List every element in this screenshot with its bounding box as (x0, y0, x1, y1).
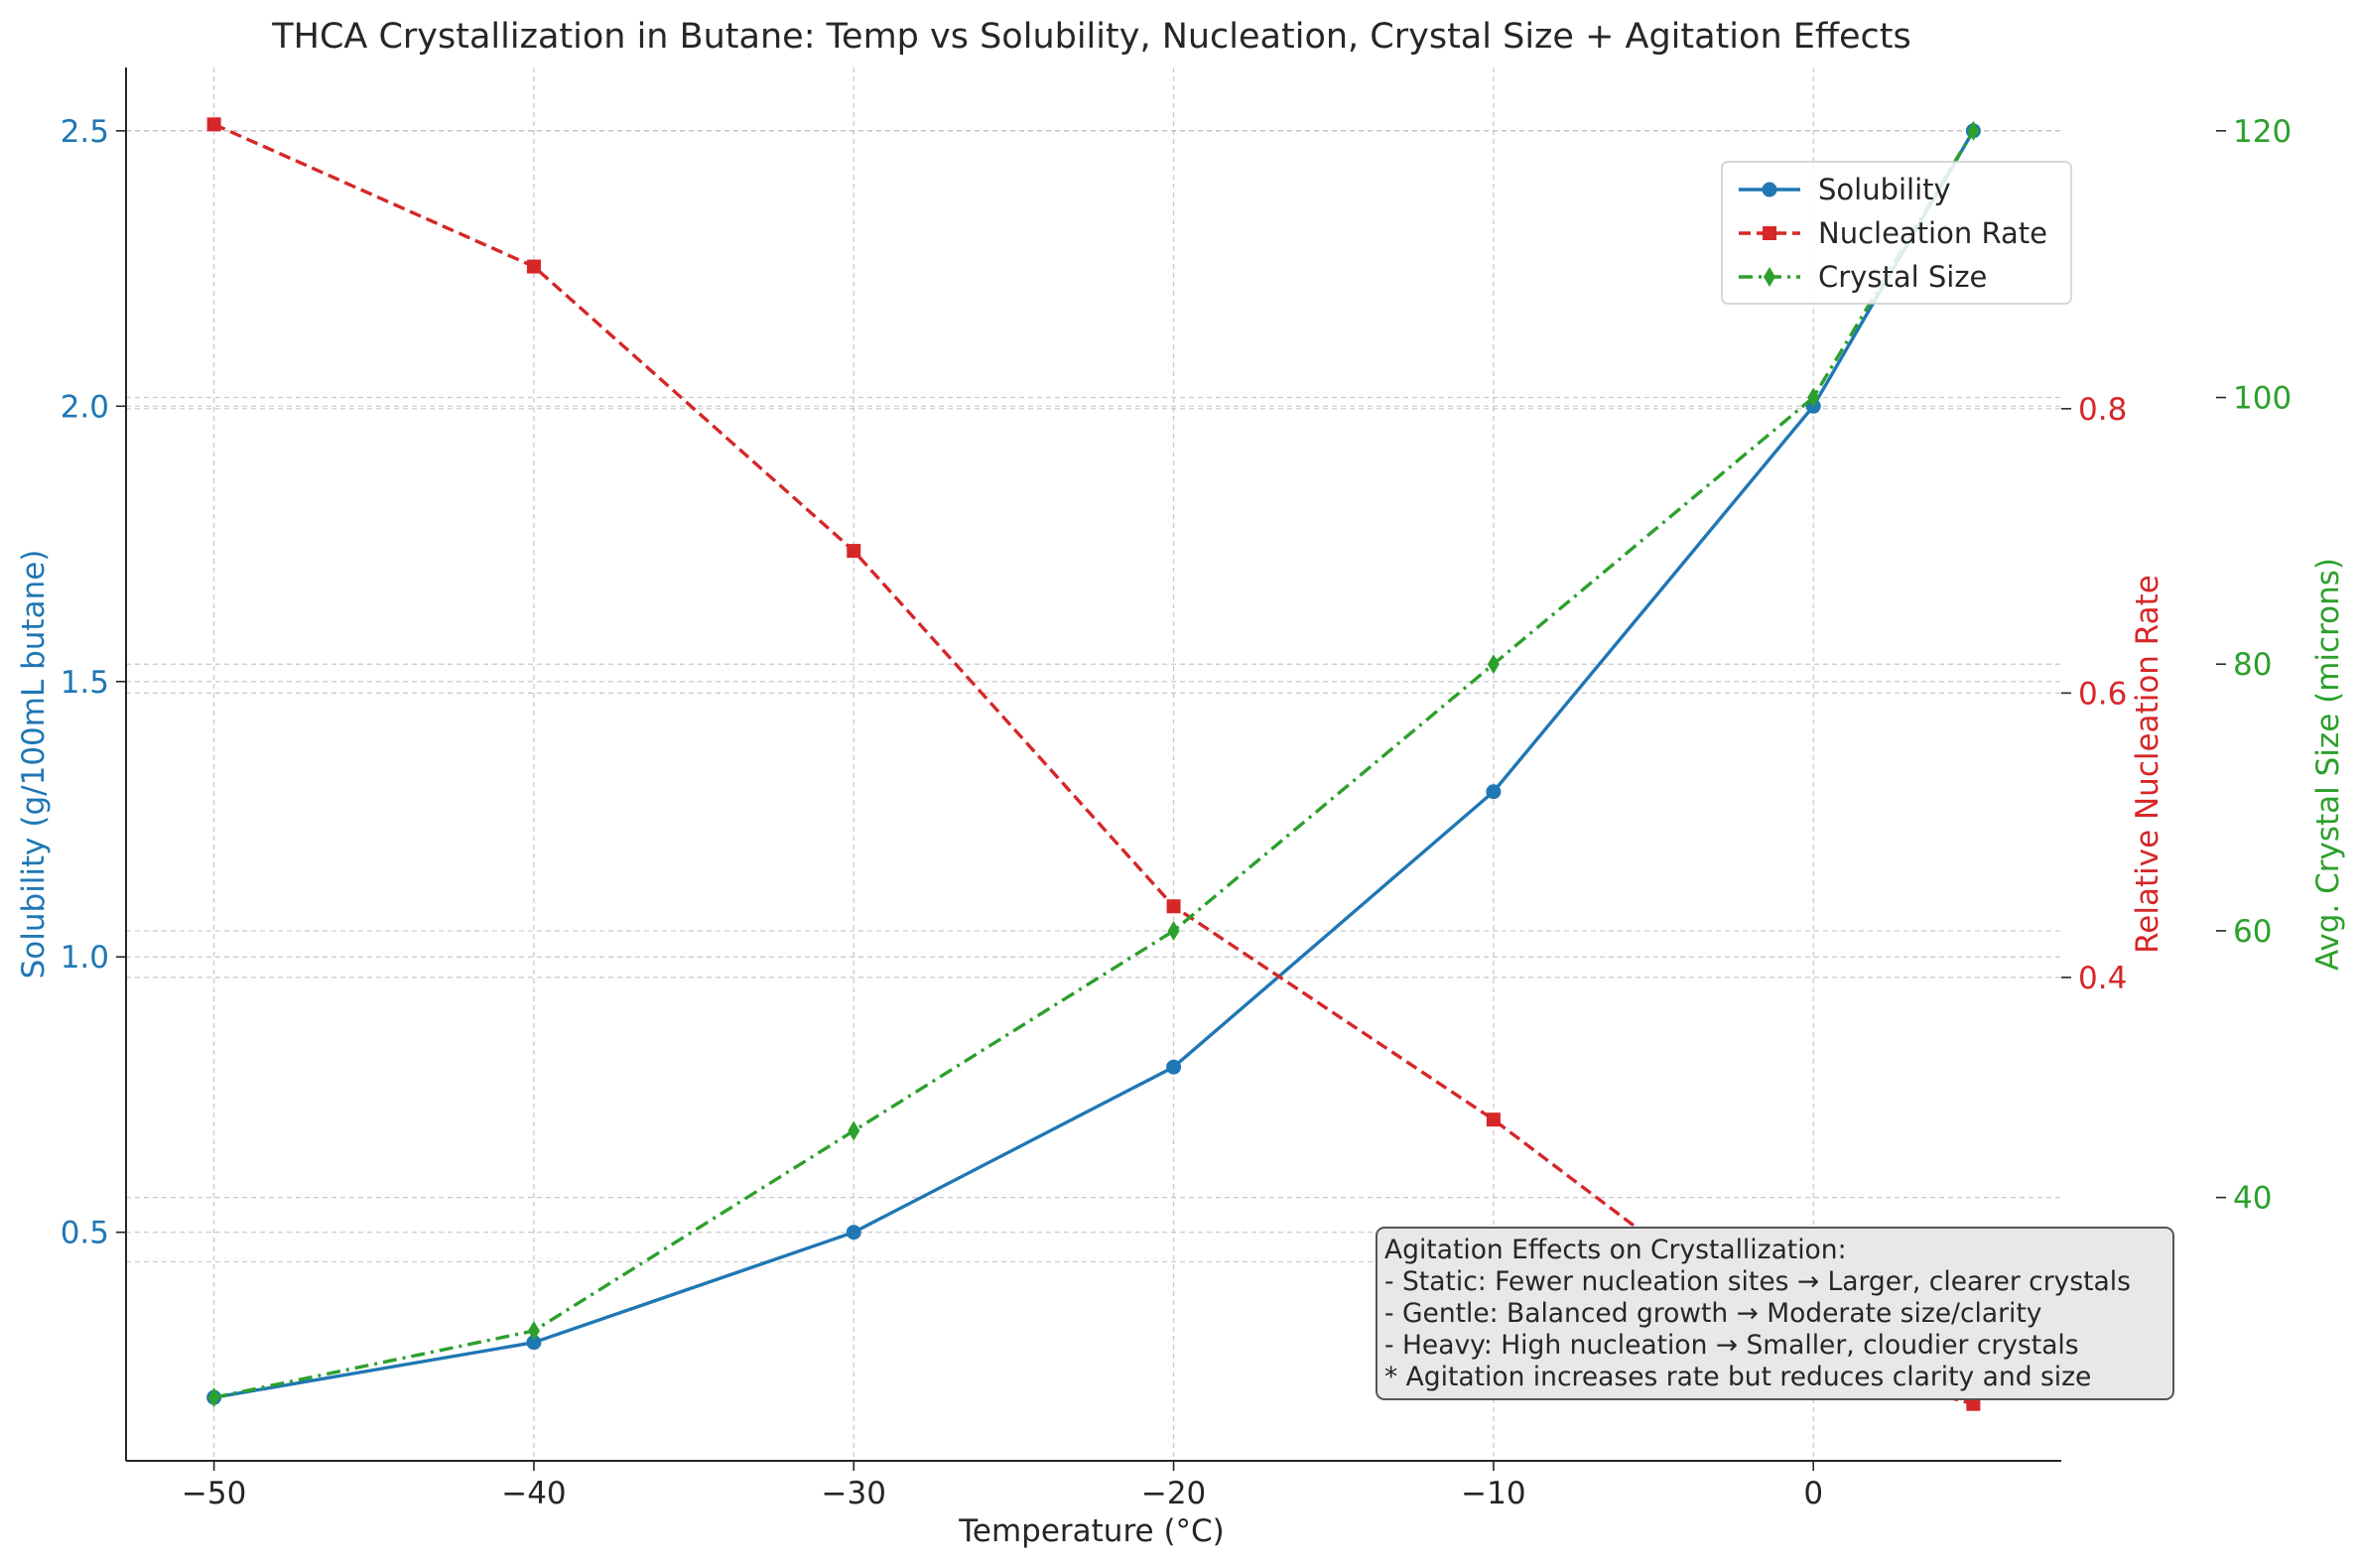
data-point-crystal-size (527, 1321, 540, 1342)
legend-entry-nucleation-rate: Nucleation Rate (1739, 216, 2047, 250)
grid (126, 67, 2061, 1461)
data-point-nucleation-rate (1166, 899, 1181, 914)
right-axis-label-nucleation: Relative Nucleation Rate (2130, 575, 2165, 954)
data-point-nucleation-rate (526, 259, 541, 274)
agitation-annotation: Agitation Effects on Crystallization: - … (1376, 1227, 2174, 1400)
annotation-line-1: Agitation Effects on Crystallization: (1384, 1235, 1847, 1265)
x-tick-label: −20 (1141, 1476, 1206, 1511)
data-point-crystal-size (207, 1387, 220, 1408)
annotation-line-4: - Heavy: High nucleation → Smaller, clou… (1384, 1330, 2079, 1361)
data-point-solubility (846, 1225, 861, 1241)
annotation-line-5: * Agitation increases rate but reduces c… (1384, 1362, 2091, 1392)
annotation-line-3: - Gentle: Balanced growth → Moderate siz… (1384, 1298, 2042, 1329)
legend-marker-crystal-size (1764, 267, 1775, 287)
data-point-solubility (526, 1335, 542, 1351)
left-tick-label: 0.5 (61, 1216, 109, 1251)
x-axis-label: Temperature (°C) (958, 1513, 1225, 1549)
x-tick-label: 0 (1803, 1476, 1823, 1511)
data-point-nucleation-rate (1486, 1112, 1501, 1127)
x-tick-label: −10 (1461, 1476, 1525, 1511)
right2-tick-label: 120 (2233, 114, 2292, 150)
left-tick-label: 1.0 (61, 940, 109, 976)
legend-marker-nucleation-rate (1763, 226, 1776, 240)
data-point-crystal-size (1967, 120, 1980, 141)
left-tick-label: 2.0 (61, 389, 109, 425)
right2-tick-label: 80 (2233, 647, 2272, 683)
legend-entry-crystal-size: Crystal Size (1739, 260, 1987, 294)
right2-tick-label: 100 (2233, 381, 2292, 417)
x-tick-label: −50 (182, 1476, 246, 1511)
data-point-nucleation-rate (847, 544, 861, 559)
data-point-nucleation-rate (1966, 1396, 1981, 1411)
right2-tick-label: 40 (2233, 1181, 2272, 1217)
data-point-crystal-size (1487, 654, 1500, 675)
right-axis-label-crystal-size: Avg. Crystal Size (microns) (2310, 558, 2346, 971)
series-layer (206, 117, 1981, 1411)
legend-label-nucleation-rate: Nucleation Rate (1818, 216, 2047, 250)
right2-tick-label: 60 (2233, 914, 2272, 950)
data-point-solubility (1166, 1059, 1182, 1075)
data-point-crystal-size (848, 1120, 860, 1141)
legend-label-solubility: Solubility (1818, 173, 1951, 206)
legend-entry-solubility: Solubility (1739, 173, 1951, 206)
left-axis-label: Solubility (g/100mL butane) (16, 550, 52, 980)
data-point-crystal-size (1807, 387, 1820, 408)
legend-label-crystal-size: Crystal Size (1818, 260, 1987, 294)
x-tick-label: −40 (501, 1476, 566, 1511)
right1-tick-label: 0.4 (2078, 961, 2127, 996)
data-point-crystal-size (1167, 920, 1180, 941)
x-tick-label: −30 (822, 1476, 886, 1511)
legend: Solubility Nucleation Rate Crystal Size (1721, 161, 2072, 305)
series-crystal-size (207, 120, 1980, 1408)
legend-marker-solubility (1762, 182, 1777, 197)
left-tick-label: 1.5 (61, 665, 109, 701)
legend-frame (1721, 161, 2072, 305)
annotation-line-2: - Static: Fewer nucleation sites → Large… (1384, 1266, 2131, 1297)
annotation-box (1376, 1227, 2174, 1400)
data-point-solubility (1486, 784, 1502, 800)
right1-tick-label: 0.8 (2078, 392, 2127, 428)
data-point-nucleation-rate (206, 117, 221, 132)
chart-title: THCA Crystallization in Butane: Temp vs … (271, 17, 1910, 57)
right1-tick-label: 0.6 (2078, 676, 2127, 712)
left-tick-label: 2.5 (61, 114, 109, 150)
